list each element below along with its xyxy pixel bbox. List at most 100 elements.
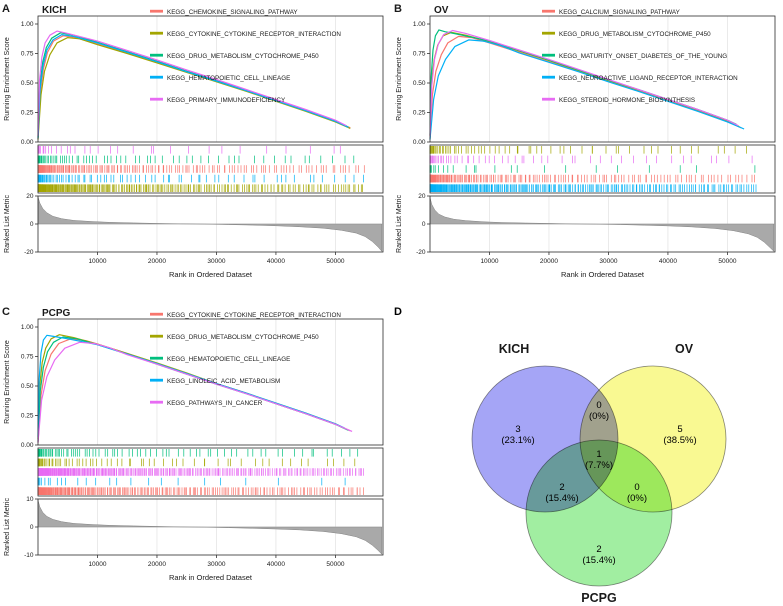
ranked-metric-area xyxy=(37,500,383,555)
panel-letter: B xyxy=(394,3,402,15)
legend-label: KEGG_CYTOKINE_CYTOKINE_RECEPTOR_INTERACT… xyxy=(167,312,341,319)
x-tick-label: 40000 xyxy=(267,561,285,568)
panel-border xyxy=(37,318,384,446)
legend-key xyxy=(542,31,555,35)
y-tick-label-metric: 0 xyxy=(30,524,34,531)
venn-pct-kich-only: (23.1%) xyxy=(501,435,534,446)
legend-label: KEGG_MATURITY_ONSET_DIABETES_OF_THE_YOUN… xyxy=(559,53,727,60)
legend-key xyxy=(150,31,163,35)
x-tick-label: 10000 xyxy=(88,258,106,265)
legend-label: KEGG_PATHWAYS_IN_CANCER xyxy=(167,400,263,407)
venn-pct-ov-only: (38.5%) xyxy=(663,435,696,446)
y-tick-label-metric: -20 xyxy=(416,249,426,256)
legend-label: KEGG_DRUG_METABOLISM_CYTOCHROME_P450 xyxy=(559,31,711,38)
panel-letter: A xyxy=(2,3,10,15)
axis-ticks: 10000 20000 30000 40000 50000 0.00 0.25 0.50 0.7… xyxy=(413,21,737,265)
legend-key xyxy=(542,97,555,101)
gsea-panel-pcpg: 10000 20000 30000 40000 50000 0.00 0.25 0.50 0.7… xyxy=(2,306,384,582)
panel-letter: D xyxy=(394,306,402,318)
venn-pct-kich-ov: (0%) xyxy=(589,411,609,422)
y-axis-label-score: Running Enrichment Score xyxy=(4,37,11,121)
legend-key xyxy=(542,75,555,79)
x-tick-label: 30000 xyxy=(599,258,617,265)
y-tick-label-metric: 0 xyxy=(422,221,426,228)
venn-pct-all: (7.7%) xyxy=(585,460,613,471)
venn-count-kich-ov: 0 xyxy=(596,400,601,411)
x-tick-label: 10000 xyxy=(480,258,498,265)
legend: KEGG_CALCIUM_SIGNALING_PATHWAY KEGG_DRUG_… xyxy=(542,9,738,104)
enrichment-curves xyxy=(429,29,745,140)
enrichment-curve xyxy=(429,29,737,135)
y-tick-label-score: 0.75 xyxy=(21,354,34,361)
legend-key xyxy=(150,312,163,316)
gene-rank-ticks xyxy=(37,449,364,495)
x-tick-label: 30000 xyxy=(207,258,225,265)
y-tick-label-score: 1.00 xyxy=(21,21,34,28)
legend-label: KEGG_HEMATOPOIETIC_CELL_LINEAGE xyxy=(167,75,290,82)
legend-label: KEGG_HEMATOPOIETIC_CELL_LINEAGE xyxy=(167,356,290,363)
enrichment-curve xyxy=(37,32,348,138)
enrichment-curve xyxy=(429,35,742,139)
y-tick-label-score: 0.50 xyxy=(413,80,426,87)
x-tick-label: 40000 xyxy=(659,258,677,265)
y-tick-label-score: 0.25 xyxy=(21,110,34,117)
y-tick-label-score: 1.00 xyxy=(413,21,426,28)
legend-key xyxy=(542,9,555,13)
panel-border xyxy=(37,144,384,194)
legend-key xyxy=(150,9,163,13)
x-axis-label: Rank in Ordered Dataset xyxy=(169,270,253,279)
legend-key xyxy=(542,53,555,57)
y-tick-label-score: 0.00 xyxy=(21,442,34,449)
axis-ticks: 10000 20000 30000 40000 50000 0.00 0.25 0.50 0.7… xyxy=(21,324,345,568)
x-tick-label: 10000 xyxy=(88,561,106,568)
gene-rank-ticks xyxy=(37,146,365,192)
y-tick-label-metric: 20 xyxy=(26,193,34,200)
y-tick-label-score: 0.75 xyxy=(21,51,34,58)
legend-key xyxy=(150,97,163,101)
gsea-panel-ov: 10000 20000 30000 40000 50000 0.00 0.25 0.50 0.7… xyxy=(394,3,776,279)
venn-set-label-pcpg: PCPG xyxy=(581,591,616,605)
panel-title: PCPG xyxy=(42,308,71,319)
gridlines xyxy=(38,319,383,555)
y-axis-label-metric: Ranked List Metric xyxy=(396,195,403,253)
enrichment-curve xyxy=(429,39,745,140)
enrichment-curve xyxy=(37,35,351,139)
ranked-metric-area xyxy=(37,196,383,252)
y-axis-label-metric: Ranked List Metric xyxy=(4,195,11,253)
x-tick-label: 40000 xyxy=(267,258,285,265)
venn-count-pcpg-only: 2 xyxy=(596,544,601,555)
legend-label: KEGG_NEUROACTIVE_LIGAND_RECEPTOR_INTERAC… xyxy=(559,75,738,82)
enrichment-curves xyxy=(37,30,351,140)
venn-circle-pcpg xyxy=(525,439,673,587)
x-axis-label: Rank in Ordered Dataset xyxy=(561,270,645,279)
axis-ticks: 10000 20000 30000 40000 50000 0.00 0.25 0.50 0.7… xyxy=(21,21,345,265)
y-axis-label-metric: Ranked List Metric xyxy=(4,498,11,556)
legend-label: KEGG_DRUG_METABOLISM_CYTOCHROME_P450 xyxy=(167,334,319,341)
enrichment-curve xyxy=(429,31,740,137)
venn-count-ov-pcpg: 0 xyxy=(634,482,639,493)
y-tick-label-metric: 20 xyxy=(418,193,426,200)
y-tick-label-metric: 0 xyxy=(30,221,34,228)
y-tick-label-metric: 10 xyxy=(26,496,34,503)
y-tick-label-score: 0.25 xyxy=(21,413,34,420)
venn-set-label-kich: KICH xyxy=(499,342,530,356)
x-axis-label: Rank in Ordered Dataset xyxy=(169,573,253,582)
legend-label: KEGG_STEROID_HORMONE_BIOSYNTHESIS xyxy=(559,97,695,104)
y-tick-label-score: 0.25 xyxy=(413,110,426,117)
venn-count-ov-only: 5 xyxy=(677,424,682,435)
legend-label: KEGG_LINOLEIC_ACID_METABOLISM xyxy=(167,378,280,385)
venn-count-kich-pcpg: 2 xyxy=(559,482,564,493)
y-tick-label-score: 0.50 xyxy=(21,383,34,390)
legend-key xyxy=(150,334,163,338)
venn-pct-pcpg-only: (15.4%) xyxy=(582,555,615,566)
enrichment-curve xyxy=(37,30,347,137)
x-tick-label: 50000 xyxy=(326,561,344,568)
legend-label: KEGG_CHEMOKINE_SIGNALING_PATHWAY xyxy=(167,9,298,16)
legend-key xyxy=(150,400,163,404)
x-tick-label: 50000 xyxy=(718,258,736,265)
legend-label: KEGG_CYTOKINE_CYTOKINE_RECEPTOR_INTERACT… xyxy=(167,31,341,38)
y-tick-label-score: 0.00 xyxy=(21,139,34,146)
x-tick-label: 20000 xyxy=(540,258,558,265)
y-axis-label-score: Running Enrichment Score xyxy=(396,37,403,121)
y-axis-label-score: Running Enrichment Score xyxy=(4,340,11,424)
